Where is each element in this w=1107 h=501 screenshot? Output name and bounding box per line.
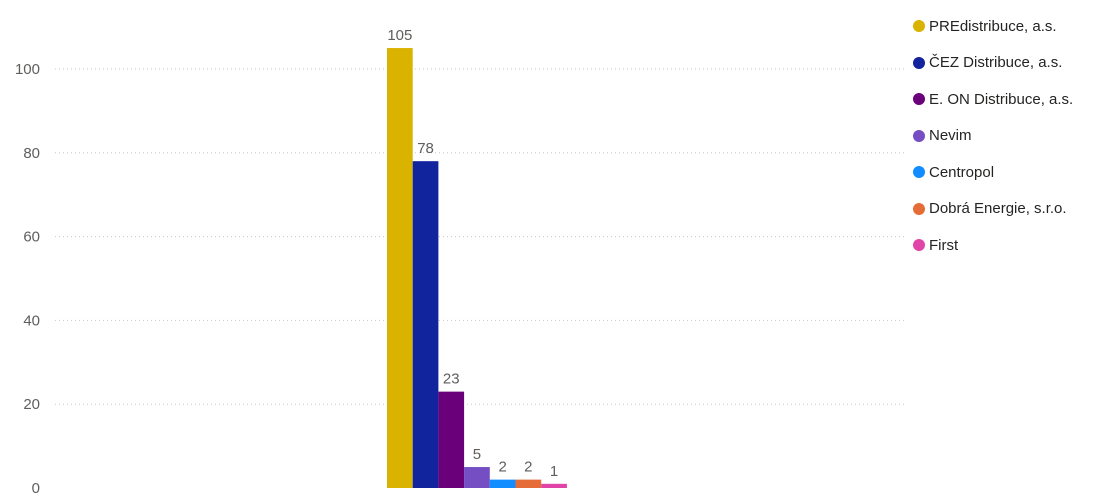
data-label: 2: [524, 459, 532, 476]
y-tick-label: 0: [32, 480, 40, 497]
data-label: 105: [387, 27, 412, 44]
data-label: 23: [443, 371, 460, 388]
legend-item[interactable]: ČEZ Distribuce, a.s.: [913, 45, 1107, 82]
bar[interactable]: [438, 391, 465, 488]
bar[interactable]: [489, 479, 516, 488]
legend-label: First: [929, 236, 959, 254]
bars: [387, 48, 567, 489]
y-tick-label: 100: [15, 61, 40, 78]
y-axis-tick-labels: 0 20 40 60 80 100: [15, 61, 40, 497]
legend-marker-icon: [913, 20, 925, 33]
bar[interactable]: [541, 483, 567, 488]
legend-marker-icon: [913, 202, 925, 215]
legend-marker-icon: [913, 239, 925, 252]
legend-label: Centropol: [929, 163, 995, 181]
legend-marker-icon: [913, 166, 925, 179]
legend-label: Nevim: [929, 127, 972, 145]
legend-item[interactable]: Centropol: [913, 154, 1107, 191]
chart-legend: PREdistribuce, a.s. ČEZ Distribuce, a.s. E…: [913, 8, 1107, 264]
bar[interactable]: [515, 479, 542, 488]
y-tick-label: 60: [23, 229, 40, 246]
y-tick-label: 40: [23, 312, 40, 329]
bar[interactable]: [464, 467, 490, 488]
legend-label: PREdistribuce, a.s.: [929, 17, 1057, 35]
bar[interactable]: [387, 48, 413, 489]
legend-label: E. ON Distribuce, a.s.: [929, 90, 1074, 108]
legend-item[interactable]: First: [913, 227, 1107, 264]
data-label: 2: [498, 459, 506, 476]
data-label: 78: [417, 140, 434, 157]
legend-label: ČEZ Distribuce, a.s.: [929, 54, 1063, 72]
y-tick-label: 20: [23, 396, 40, 413]
legend-marker-icon: [913, 93, 925, 106]
legend-item[interactable]: Dobrá Energie, s.r.o.: [913, 191, 1107, 228]
legend-item[interactable]: PREdistribuce, a.s.: [913, 8, 1107, 45]
y-tick-label: 80: [23, 145, 40, 162]
gridlines: [55, 68, 905, 405]
data-label: 1: [550, 463, 558, 480]
bar[interactable]: [412, 161, 439, 488]
legend-item[interactable]: E. ON Distribuce, a.s.: [913, 81, 1107, 118]
legend-item[interactable]: Nevim: [913, 118, 1107, 155]
legend-label: Dobrá Energie, s.r.o.: [929, 200, 1067, 218]
legend-marker-icon: [913, 56, 925, 69]
data-label: 5: [473, 446, 481, 463]
legend-marker-icon: [913, 129, 925, 142]
